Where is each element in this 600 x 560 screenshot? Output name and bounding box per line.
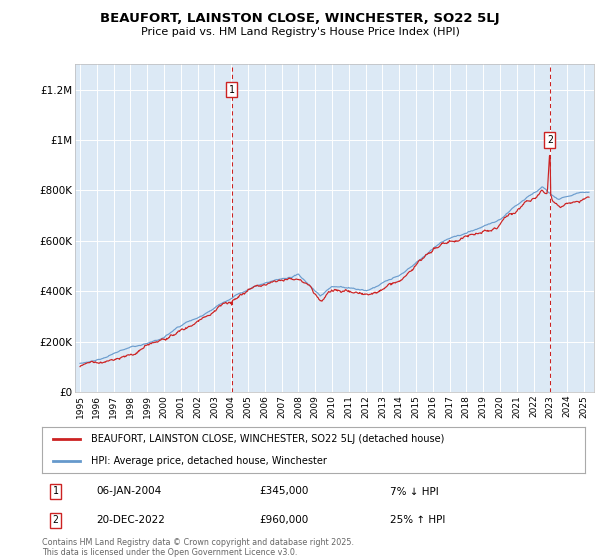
Text: BEAUFORT, LAINSTON CLOSE, WINCHESTER, SO22 5LJ (detached house): BEAUFORT, LAINSTON CLOSE, WINCHESTER, SO…: [91, 434, 444, 444]
Text: 7% ↓ HPI: 7% ↓ HPI: [389, 487, 438, 497]
Text: Price paid vs. HM Land Registry's House Price Index (HPI): Price paid vs. HM Land Registry's House …: [140, 27, 460, 37]
Text: 1: 1: [53, 487, 59, 497]
Text: 20-DEC-2022: 20-DEC-2022: [97, 515, 165, 525]
Text: £960,000: £960,000: [259, 515, 308, 525]
Text: 2: 2: [53, 515, 59, 525]
Text: 2: 2: [547, 135, 553, 145]
Text: BEAUFORT, LAINSTON CLOSE, WINCHESTER, SO22 5LJ: BEAUFORT, LAINSTON CLOSE, WINCHESTER, SO…: [100, 12, 500, 25]
Text: £345,000: £345,000: [259, 487, 308, 497]
Text: HPI: Average price, detached house, Winchester: HPI: Average price, detached house, Winc…: [91, 456, 327, 466]
Text: Contains HM Land Registry data © Crown copyright and database right 2025.
This d: Contains HM Land Registry data © Crown c…: [42, 538, 354, 557]
Text: 1: 1: [229, 85, 235, 95]
Text: 25% ↑ HPI: 25% ↑ HPI: [389, 515, 445, 525]
Text: 06-JAN-2004: 06-JAN-2004: [97, 487, 161, 497]
